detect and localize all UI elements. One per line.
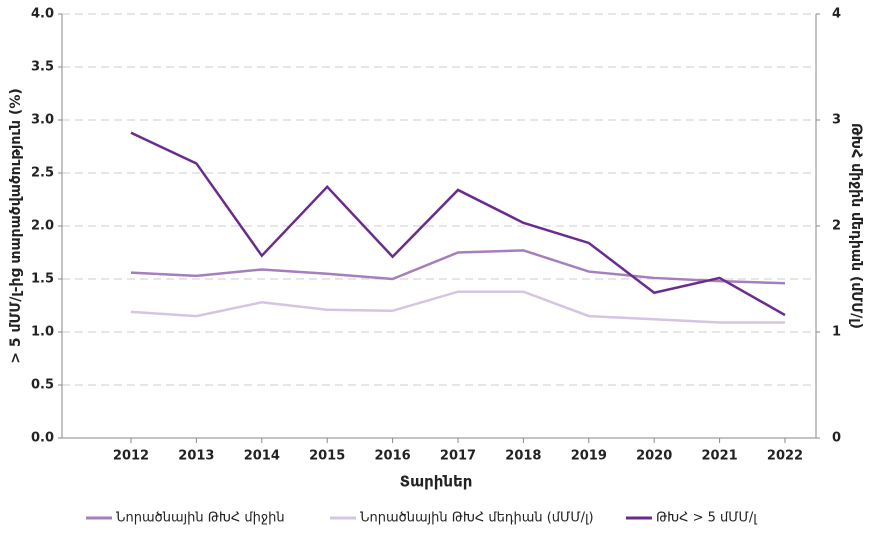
x-tick-label: 2021 (702, 449, 738, 464)
y-tick-label: 0.0 (31, 431, 54, 446)
y-tick-label: 3.5 (31, 60, 54, 75)
series-line (130, 249, 786, 285)
legend-label: Նորածնային ԹԽՀ մեդիան (մՄՄ/լ) (360, 511, 594, 526)
x-tick-label: 2020 (636, 449, 672, 464)
y2-tick-label: 1 (832, 325, 841, 340)
x-tick-label: 2013 (178, 449, 214, 464)
y2-tick-label: 2 (832, 219, 841, 234)
y2-tick-label: 3 (832, 113, 841, 128)
y-axis-label: > 5 մՄՄ/լ-ից տարածվածություն (%) (8, 88, 24, 364)
x-tick-label: 2017 (440, 449, 476, 464)
y2-tick-label: 4 (832, 7, 841, 22)
series-line (130, 131, 786, 317)
y-tick-label: 4.0 (31, 7, 54, 22)
x-tick-label: 2018 (505, 449, 541, 464)
series-line (130, 290, 785, 324)
y-tick-label: 1.5 (31, 272, 54, 287)
x-axis-label: Տարիներ (400, 473, 473, 491)
y-tick-label: 3.0 (31, 113, 54, 128)
x-tick-label: 2022 (767, 449, 803, 464)
y-tick-label: 2.0 (31, 219, 54, 234)
y-tick-label: 0.5 (31, 378, 54, 393)
x-tick-label: 2014 (244, 449, 280, 464)
legend-label: ԹԽՀ > 5 մՄՄ/լ (656, 511, 757, 526)
y-tick-label: 2.5 (31, 166, 54, 181)
y2-axis-label: ԹԽՀ միջին մեդիան (մՄՄ/լ) (848, 123, 864, 329)
y-tick-label: 1.0 (31, 325, 54, 340)
x-tick-label: 2019 (571, 449, 607, 464)
legend-label: Նորածնային ԹԽՀ միջին (116, 511, 285, 526)
x-tick-label: 2016 (375, 449, 411, 464)
x-tick-label: 2015 (309, 449, 345, 464)
y2-tick-label: 0 (832, 431, 841, 446)
x-tick-label: 2012 (113, 449, 149, 464)
